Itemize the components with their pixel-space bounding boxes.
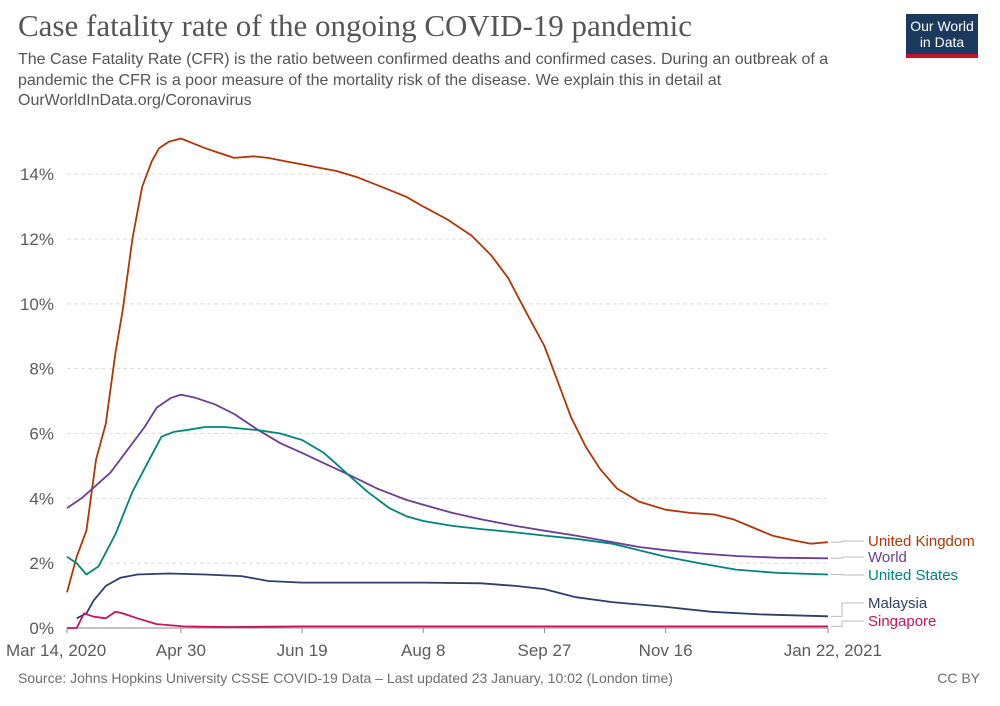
series-line-world xyxy=(66,393,829,560)
series-label-singapore: Singapore xyxy=(868,613,936,630)
grid-lines xyxy=(67,173,828,629)
y-tick-label: 12% xyxy=(20,230,54,249)
x-tick-label: Jan 22, 2021 xyxy=(784,641,882,660)
y-tick-label: 4% xyxy=(29,489,54,508)
chart-subtitle: The Case Fatality Rate (CFR) is the rati… xyxy=(18,51,829,109)
our-world-in-data-logo[interactable]: Our World in Data xyxy=(906,14,978,58)
x-tick-label: Nov 16 xyxy=(639,641,693,660)
series-line-us xyxy=(66,426,829,576)
y-tick-label: 2% xyxy=(29,554,54,573)
y-tick-label: 6% xyxy=(29,424,54,443)
x-axis-ticks: Mar 14, 2020 Apr 30 Jun 19 Aug 8 Sep 27 Nov 1… xyxy=(6,628,882,660)
y-tick-label: 0% xyxy=(29,619,54,638)
series-line-singapore xyxy=(67,610,828,629)
y-axis-ticks: 0% 2% 4% 6% 8% 10% 12% 14% xyxy=(20,165,54,638)
label-connector-malaysia xyxy=(831,602,864,617)
logo-line-2: in Data xyxy=(919,34,965,50)
series-label-malaysia: Malaysia xyxy=(868,595,928,612)
label-connector-singapore xyxy=(831,620,864,627)
series-label-us: United States xyxy=(868,567,958,584)
y-tick-label: 10% xyxy=(20,295,54,314)
source-note: Source: Johns Hopkins University CSSE CO… xyxy=(18,670,673,686)
label-connector-world xyxy=(831,556,864,559)
series-line-uk xyxy=(66,137,829,593)
y-tick-label: 14% xyxy=(20,165,54,184)
series-label-uk: United Kingdom xyxy=(868,533,975,550)
y-tick-label: 8% xyxy=(29,360,54,379)
chart-title: Case fatality rate of the ongoing COVID-… xyxy=(18,8,693,43)
series-lines xyxy=(66,137,829,629)
series-line-malaysia xyxy=(76,572,829,620)
series-label-world: World xyxy=(868,549,907,566)
x-tick-label: Apr 30 xyxy=(156,641,206,660)
license-link[interactable]: CC BY xyxy=(937,670,980,686)
x-tick-label: Sep 27 xyxy=(517,641,571,660)
x-tick-label: Mar 14, 2020 xyxy=(6,641,106,660)
x-tick-label: Jun 19 xyxy=(277,641,328,660)
logo-line-1: Our World xyxy=(910,18,974,34)
x-tick-label: Aug 8 xyxy=(401,641,445,660)
label-connector-uk xyxy=(831,540,864,543)
